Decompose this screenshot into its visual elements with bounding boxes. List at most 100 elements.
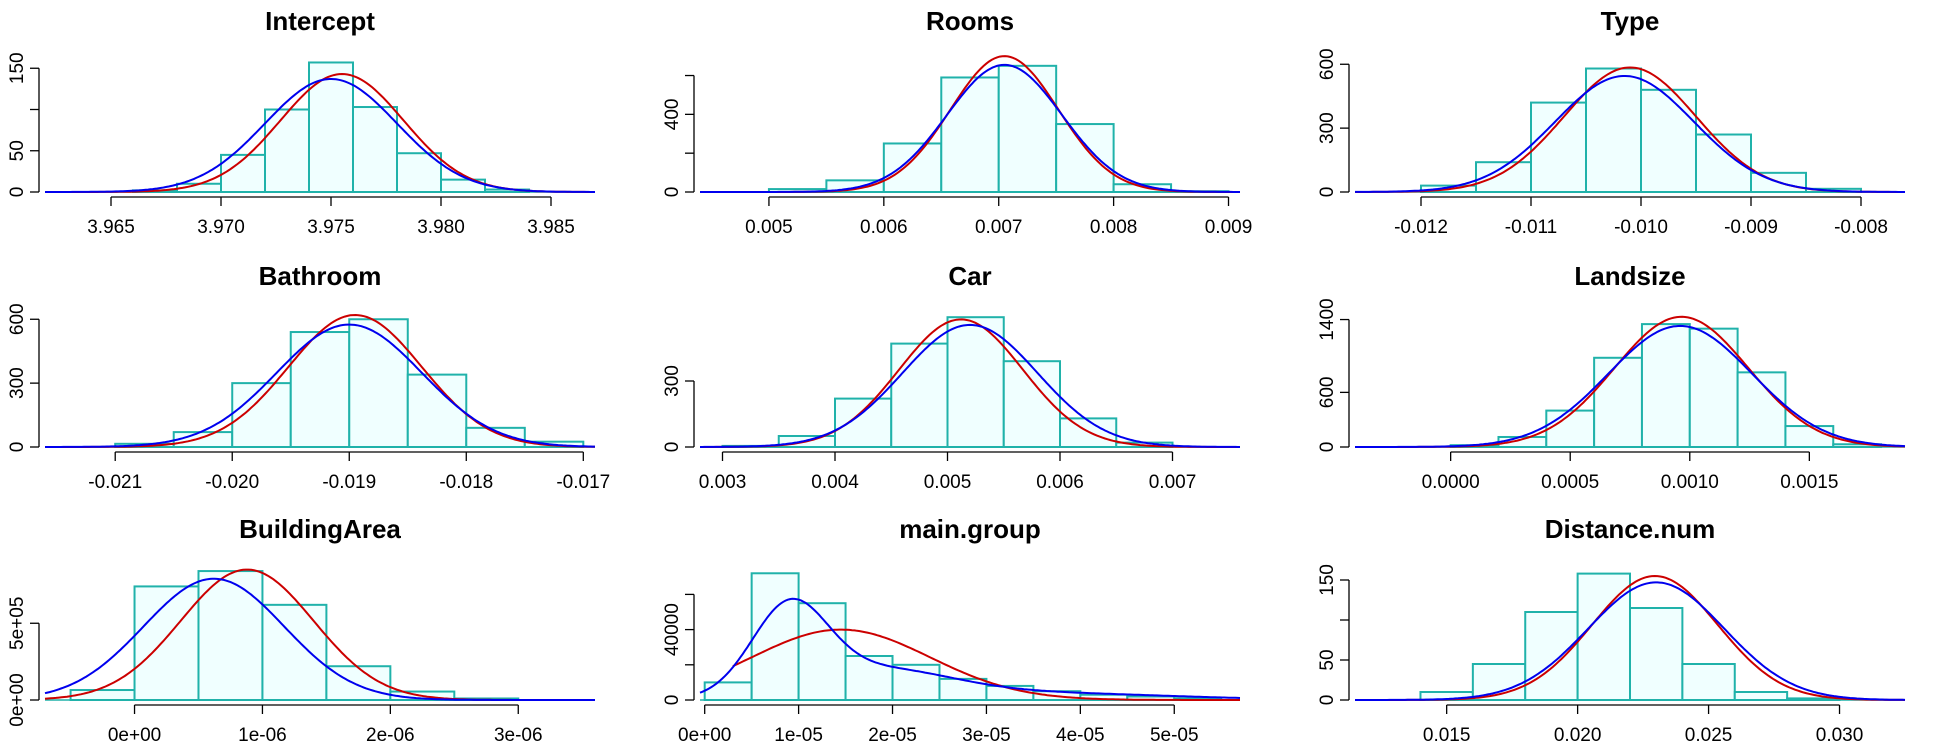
x-tick-label: 2e-06 bbox=[366, 725, 415, 746]
panel-title-landsize: Landsize bbox=[1574, 261, 1685, 291]
panel-bathroom: Bathroom -0.021 -0.020 -0.019 -0.018 -0.017 0 3… bbox=[7, 261, 610, 493]
x-tick-label: 3.975 bbox=[307, 217, 355, 238]
histogram-bar bbox=[1002, 360, 1061, 449]
density-curve bbox=[1355, 75, 1905, 193]
x-tick-label: 0.015 bbox=[1423, 725, 1471, 746]
x-tick-label: -0.021 bbox=[88, 472, 142, 493]
x-tick-label: 0e+00 bbox=[108, 725, 161, 746]
histogram-bar bbox=[264, 108, 310, 193]
panel-title-distance-num: Distance.num bbox=[1545, 514, 1716, 544]
y-tick-label: 50 bbox=[1317, 649, 1338, 670]
histogram-bar bbox=[220, 153, 266, 193]
histogram-bar bbox=[1530, 101, 1587, 193]
x-tick-label: 0.009 bbox=[1205, 217, 1253, 238]
x-tick-label: -0.011 bbox=[1505, 217, 1557, 238]
y-tick-label: 600 bbox=[1317, 48, 1338, 80]
normal-curve bbox=[732, 628, 1240, 701]
histogram-bar bbox=[1681, 663, 1736, 701]
panel-type: Type -0.012 -0.011 -0.010 -0.009 -0.008 0 300 60… bbox=[1317, 6, 1905, 238]
x-tick-label: 0.004 bbox=[811, 472, 859, 493]
histogram-bar bbox=[1733, 691, 1789, 701]
panel-main-group: main.group 0e+00 1e-05 2e-05 3e-05 4e-05 5e-05… bbox=[662, 514, 1241, 746]
histogram-bar bbox=[1576, 572, 1631, 701]
histogram-bar bbox=[750, 572, 800, 702]
x-tick-label: 3.965 bbox=[87, 217, 135, 238]
x-tick-label: 3e-05 bbox=[962, 725, 1011, 746]
x-tick-label: -0.008 bbox=[1834, 217, 1888, 238]
y-tick-label: 0 bbox=[662, 442, 683, 453]
histogram-bar bbox=[882, 142, 943, 193]
y-tick-label: 0 bbox=[7, 442, 28, 453]
x-tick-label: -0.017 bbox=[556, 472, 610, 493]
y-tick-label: 0 bbox=[7, 187, 28, 198]
x-tick-label: 0.007 bbox=[975, 217, 1023, 238]
histogram-bar bbox=[348, 318, 409, 448]
panel-distance-num: Distance.num 0.015 0.020 0.025 0.030 0 50 150 bbox=[1317, 514, 1906, 746]
panel-title-car: Car bbox=[948, 261, 991, 291]
histogram-bar bbox=[1784, 425, 1835, 449]
histogram-bar bbox=[1593, 356, 1643, 448]
x-tick-label: 4e-05 bbox=[1056, 725, 1105, 746]
histogram-bar bbox=[1640, 323, 1691, 449]
x-tick-label: 0.005 bbox=[745, 217, 793, 238]
x-tick-label: 1e-05 bbox=[774, 725, 823, 746]
histogram-bar bbox=[938, 677, 988, 702]
density-curve bbox=[700, 63, 1240, 193]
y-tick-label: 600 bbox=[7, 303, 28, 335]
y-tick-label: 0e+00 bbox=[7, 673, 28, 726]
x-tick-label: 1e-06 bbox=[238, 725, 287, 746]
x-tick-label: 0.006 bbox=[860, 217, 908, 238]
density-curve bbox=[700, 323, 1240, 448]
histogram-bar bbox=[1059, 417, 1118, 448]
x-tick-label: -0.019 bbox=[322, 472, 376, 493]
y-tick-label: 600 bbox=[1317, 377, 1338, 409]
x-tick-label: 0.0000 bbox=[1422, 472, 1480, 493]
x-tick-label: -0.018 bbox=[439, 472, 493, 493]
histogram-bar bbox=[396, 152, 442, 194]
histogram-bar bbox=[1055, 123, 1115, 193]
histogram-bar bbox=[940, 76, 1000, 193]
density-curve bbox=[699, 597, 1241, 699]
x-tick-label: 0e+00 bbox=[678, 725, 731, 746]
histogram-bar bbox=[1585, 67, 1642, 193]
histogram-bar bbox=[1640, 88, 1697, 193]
histogram-bar bbox=[261, 603, 328, 702]
y-tick-label: 300 bbox=[662, 365, 683, 397]
histogram-bar bbox=[844, 655, 894, 701]
panel-title-buildingarea: BuildingArea bbox=[239, 514, 401, 544]
x-tick-label: 2e-05 bbox=[868, 725, 917, 746]
y-tick-label: 300 bbox=[1317, 112, 1338, 144]
density-curve bbox=[44, 577, 595, 701]
histogram-bar bbox=[352, 106, 398, 193]
x-tick-label: 0.025 bbox=[1685, 725, 1733, 746]
histogram-bar bbox=[197, 570, 264, 701]
x-tick-label: 0.020 bbox=[1554, 725, 1602, 746]
histogram-bar bbox=[1524, 611, 1579, 701]
density-curve bbox=[45, 323, 595, 448]
x-tick-label: 3.970 bbox=[197, 217, 245, 238]
x-tick-label: -0.009 bbox=[1724, 217, 1778, 238]
histogram-bar bbox=[834, 397, 893, 449]
x-tick-label: 5e-05 bbox=[1150, 725, 1199, 746]
density-curve bbox=[1355, 324, 1906, 448]
panel-title-type: Type bbox=[1601, 6, 1660, 36]
y-tick-label: 0 bbox=[662, 695, 683, 706]
histogram-bar bbox=[1545, 409, 1596, 449]
y-tick-label: 0 bbox=[1317, 187, 1338, 198]
histogram-bar bbox=[703, 681, 753, 702]
density-curve bbox=[45, 78, 595, 193]
x-tick-label: -0.020 bbox=[205, 472, 259, 493]
x-tick-label: 0.008 bbox=[1090, 217, 1138, 238]
x-tick-label: -0.012 bbox=[1394, 217, 1448, 238]
y-tick-label: 300 bbox=[7, 367, 28, 399]
y-tick-label: 150 bbox=[1317, 564, 1338, 596]
histogram-bar bbox=[1629, 607, 1684, 701]
y-tick-label: 5e+05 bbox=[7, 597, 28, 650]
y-tick-label: 0 bbox=[1317, 695, 1338, 706]
y-tick-label: 0 bbox=[1317, 442, 1338, 453]
panel-intercept: Intercept 3.965 3.970 3.975 3.980 3.985 0 50 150 bbox=[7, 6, 595, 238]
x-tick-label: 0.003 bbox=[699, 472, 747, 493]
histogram-bar bbox=[172, 431, 234, 448]
panel-rooms: Rooms 0.005 0.006 0.007 0.008 0.009 0 400 bbox=[662, 6, 1252, 238]
